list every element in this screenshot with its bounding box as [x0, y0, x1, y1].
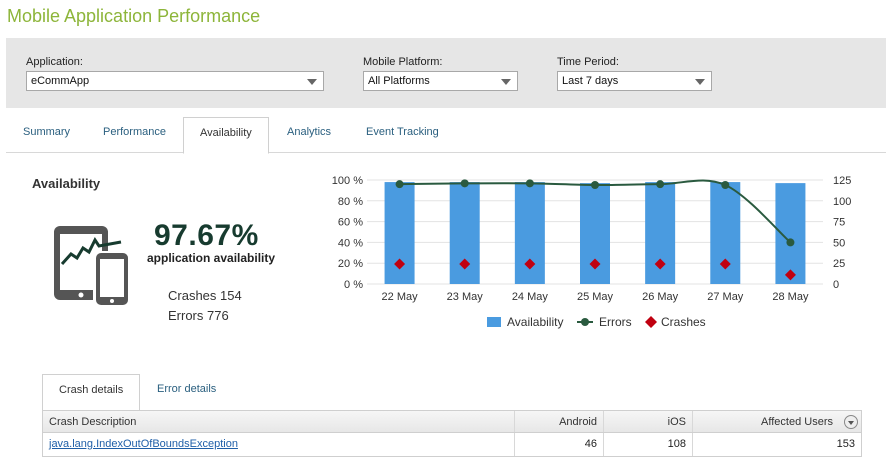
- errors-point: [525, 179, 534, 188]
- availability-title: Availability: [32, 176, 101, 191]
- application-select[interactable]: eCommApp: [26, 71, 324, 91]
- errors-point: [721, 180, 730, 189]
- column-header-android[interactable]: Android: [515, 411, 604, 432]
- tab-performance[interactable]: Performance: [103, 126, 166, 138]
- legend-errors-marker: [581, 318, 589, 326]
- errors-point: [786, 238, 795, 247]
- details-tabs: Crash details Error details: [42, 374, 862, 411]
- main-tabs: Summary Performance Availability Analyti…: [6, 117, 886, 154]
- ios-count-cell: 108: [604, 433, 693, 456]
- y-left-tick-label: 60 %: [338, 217, 363, 229]
- crashes-point: [589, 258, 601, 270]
- legend-availability-swatch: [487, 317, 501, 327]
- y-left-tick-label: 0 %: [344, 279, 363, 291]
- tab-analytics[interactable]: Analytics: [287, 126, 332, 138]
- legend-availability-label: Availability: [507, 315, 563, 329]
- x-tick-label: 23 May: [447, 291, 484, 303]
- x-tick-label: 26 May: [642, 291, 679, 303]
- tab-availability[interactable]: Availability: [183, 117, 269, 154]
- period-value: Last 7 days: [562, 75, 619, 87]
- y-right-tick-label: 50: [833, 237, 845, 249]
- crashes-point: [524, 258, 536, 270]
- period-select[interactable]: Last 7 days: [557, 71, 712, 91]
- crashes-point: [719, 258, 731, 270]
- errors-point: [656, 180, 665, 189]
- x-tick-label: 22 May: [382, 291, 419, 303]
- legend-errors-label: Errors: [599, 315, 632, 329]
- errors-count: Errors 776: [168, 308, 229, 323]
- availability-subtitle: application availability: [147, 251, 276, 265]
- tab-summary[interactable]: Summary: [23, 126, 71, 138]
- filter-bar: Application: eCommApp Mobile Platform: A…: [6, 38, 886, 108]
- legend-crashes-label: Crashes: [661, 315, 706, 329]
- platform-filter: Mobile Platform: All Platforms: [363, 56, 518, 91]
- y-left-tick-label: 20 %: [338, 258, 363, 270]
- y-left-tick-label: 80 %: [338, 196, 363, 208]
- availability-bar: [775, 183, 806, 284]
- y-right-tick-label: 0: [833, 279, 839, 291]
- table-row: java.lang.IndexOutOfBoundsException 46 1…: [43, 433, 861, 456]
- crashes-point: [459, 258, 471, 270]
- x-tick-label: 27 May: [707, 291, 744, 303]
- availability-percentage: 97.67%: [154, 219, 259, 252]
- y-right-tick-label: 100: [833, 196, 851, 208]
- crash-table: Crash Description Android iOS Affected U…: [42, 410, 862, 457]
- y-left-tick-label: 100 %: [332, 175, 363, 187]
- errors-point: [460, 179, 469, 188]
- crash-description-link[interactable]: java.lang.IndexOutOfBoundsException: [49, 438, 238, 450]
- availability-chart: 0 % 20 % 40 % 60 % 80 % 100 % 0 25 50 75 100 125 22 …: [332, 175, 852, 329]
- page-title: Mobile Application Performance: [7, 6, 261, 26]
- application-label: Application:: [26, 56, 83, 68]
- column-header-description[interactable]: Crash Description: [43, 411, 515, 432]
- crash-description-cell: java.lang.IndexOutOfBoundsException: [43, 433, 515, 456]
- crashes-point: [394, 258, 406, 270]
- crashes-point: [784, 269, 796, 281]
- crashes-point: [654, 258, 666, 270]
- tab-error-details[interactable]: Error details: [157, 383, 217, 395]
- column-header-ios[interactable]: iOS: [604, 411, 693, 432]
- column-header-affected-users[interactable]: Affected Users: [761, 416, 833, 428]
- affected-users-cell: 153: [836, 438, 855, 450]
- tab-event-tracking[interactable]: Event Tracking: [366, 126, 439, 138]
- android-count-cell: 46: [515, 433, 604, 456]
- application-value: eCommApp: [31, 75, 90, 87]
- x-tick-label: 25 May: [577, 291, 614, 303]
- application-filter: Application: eCommApp: [26, 56, 324, 91]
- platform-value: All Platforms: [368, 75, 430, 87]
- y-left-tick-label: 40 %: [338, 237, 363, 249]
- y-right-tick-label: 25: [833, 258, 845, 270]
- x-tick-label: 28 May: [772, 291, 809, 303]
- period-label: Time Period:: [557, 56, 619, 68]
- y-right-tick-label: 75: [833, 217, 845, 229]
- chevron-down-icon: [501, 79, 511, 85]
- platform-label: Mobile Platform:: [363, 56, 443, 68]
- errors-point: [591, 180, 599, 189]
- y-right-tick-label: 125: [833, 175, 851, 187]
- chevron-down-icon: [307, 79, 317, 85]
- crashes-count: Crashes 154: [168, 288, 242, 303]
- x-tick-label: 24 May: [512, 291, 549, 303]
- period-filter: Time Period: Last 7 days: [557, 56, 712, 91]
- tab-crash-details[interactable]: Crash details: [42, 374, 141, 411]
- legend-crashes-swatch: [645, 316, 657, 328]
- chevron-down-icon: [695, 79, 705, 85]
- column-menu-icon[interactable]: [844, 415, 858, 429]
- errors-point: [395, 180, 404, 189]
- tablet-phone-icon: [54, 226, 128, 307]
- table-header: Crash Description Android iOS Affected U…: [43, 411, 861, 433]
- platform-select[interactable]: All Platforms: [363, 71, 518, 91]
